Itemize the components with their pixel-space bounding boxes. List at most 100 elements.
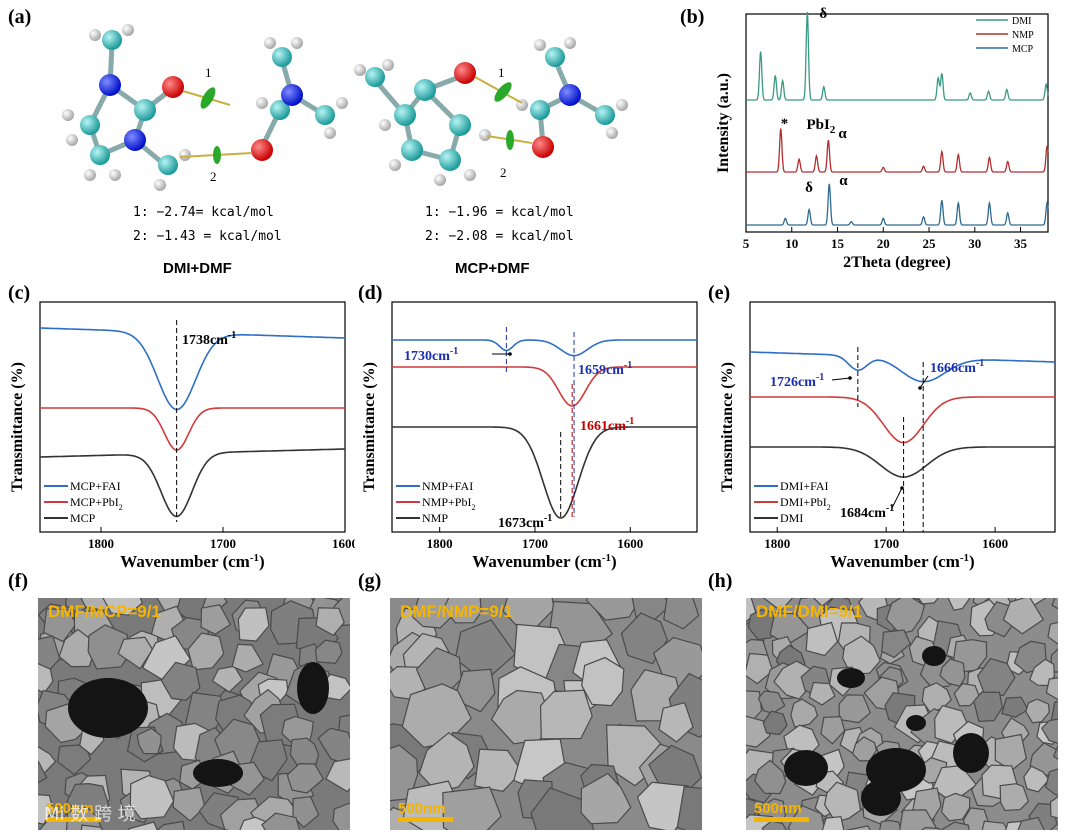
sem-grain [80,824,103,830]
sem-grain [292,795,320,829]
left-energy-1: 1: −2.74= kcal/mol [133,205,274,220]
x-tick-label: 1700 [210,536,236,551]
sem-grain [1023,765,1050,793]
x-tick-label: 1600 [982,536,1008,551]
scale-bar-nmp: 500nm [398,800,453,822]
peak-annotation: 1659cm-1 [578,360,632,378]
sem-grain [453,668,496,713]
sem-grain [87,624,129,670]
sem-grain [976,657,1016,697]
sem-grain [658,701,694,743]
sem-grain [117,636,154,670]
annotation-arrowhead [900,486,904,490]
right-caption: MCP+DMF [455,260,530,277]
legend-label: MCP [70,511,96,525]
x-axis-label: Wavenumber (cm-1) [830,552,974,571]
legend-label: MCP [1012,44,1034,55]
sem-image-nmp: DMF/NMP=9/1 500nm [390,598,702,830]
x-tick-label: 15 [831,236,845,251]
sem-grain [325,758,350,793]
legend-label: DMI [780,511,803,525]
panel-label-a: (a) [8,6,32,28]
sem-grain [940,821,970,830]
sem-pore [866,748,926,792]
sem-grain [160,661,201,702]
sem-image-dmi: DMF/DMI=9/1 500nm [746,598,1058,830]
x-tick-label: 10 [785,236,798,251]
sem-pore [784,750,828,786]
sem-grain [1025,698,1050,724]
sem-grain [879,819,903,830]
y-axis-label: Transmittance (%) [361,362,378,492]
sem-grain [1049,795,1058,819]
peak-annotation: 1730cm-1 [404,346,458,364]
x-tick-label: 1700 [873,536,899,551]
legend-label: NMP+FAI [422,479,473,493]
ftir-series-line [392,426,697,519]
scale-bar-label: 500nm [46,800,94,817]
sem-grain [172,786,206,822]
sem-grain [940,792,971,822]
annotation-arrow [919,375,929,389]
sem-pore [193,759,243,787]
sem-pore [953,733,989,773]
sem-grain [474,748,523,792]
sem-grain [663,598,700,630]
plot-frame [391,301,698,533]
sem-grain [962,807,991,830]
sem-grain [237,607,270,642]
sem-grain [636,781,690,830]
sem-grain [156,820,185,830]
sem-grain [1047,621,1058,645]
sem-grain [315,607,345,637]
peak-annotation: 1684cm-1 [840,503,894,521]
sem-grain [580,772,632,825]
x-tick-label: 1600 [617,536,643,551]
sem-grain [676,786,702,830]
y-axis-label: Transmittance (%) [719,362,736,492]
sem-grain [1017,816,1045,830]
xrd-series-line [746,11,1049,101]
annotation-arrowhead [508,352,512,356]
peak-annotation: 1673cm-1 [498,513,552,531]
sem-grain [917,598,939,605]
right-energy-2: 2: −2.08 = kcal/mol [425,229,574,244]
sem-pore [837,668,865,688]
xrd-series-line [746,128,1049,173]
peak-annotation: * [781,116,789,132]
right-energy-1: 1: −1.96 = kcal/mol [425,205,574,220]
watermark: Mi 数 跨 境 [44,804,136,825]
peak-annotation: δ [819,6,827,22]
sem-grain [881,629,912,659]
sem-grain [1044,768,1058,796]
panel-label-b: (b) [680,6,705,28]
sem-grain [581,656,625,707]
left-caption: DMI+DMF [163,260,232,277]
x-axis-label: Wavenumber (cm-1) [120,552,264,571]
sem-texture-nmp [390,598,702,830]
legend-label: DMI+FAI [780,479,829,493]
dmi-dmf-atoms [62,24,348,191]
ftir-series-line [750,446,1055,478]
sem-grain [1029,658,1056,687]
panel-label-c: (c) [8,282,31,304]
sem-grain [845,825,871,830]
sem-grain [1041,718,1058,744]
sem-grain [442,786,502,830]
sem-grain [761,820,788,830]
sem-grain [885,598,926,635]
sem-image-mcp: DMF/MCP=9/1 500nm Mi 数 跨 境 [38,598,350,830]
sem-grain [314,639,343,665]
plot-frame [749,301,1056,533]
ftir-series-line [392,366,697,407]
sem-pore [922,646,946,666]
x-tick-label: 20 [877,236,890,251]
sem-grain [851,736,878,762]
xrd-series-line [746,183,1049,226]
ftir-series-line [40,407,345,451]
sem-grain [838,694,872,724]
sem-grain [762,710,788,736]
sem-grain [136,727,162,755]
scale-bar-label: 500nm [754,800,802,817]
peak-annotation: 1726cm-1 [770,372,824,390]
